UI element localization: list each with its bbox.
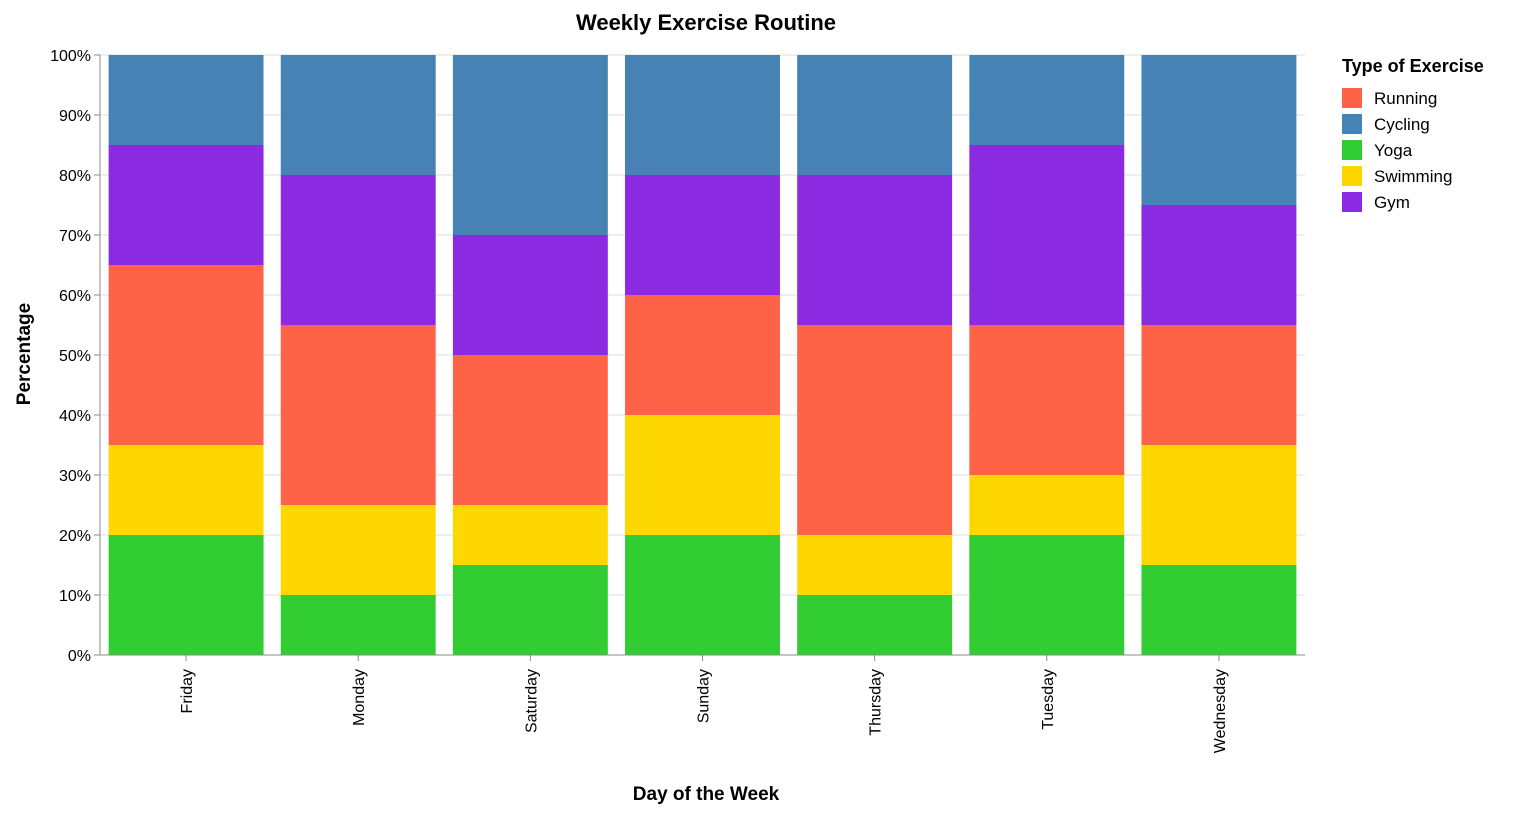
bar-wednesday-yoga: [1141, 565, 1297, 655]
y-tick-label: 10%: [59, 588, 91, 605]
x-tick-label: Tuesday: [1040, 669, 1057, 730]
bar-wednesday-running: [1141, 325, 1297, 445]
bar-tuesday-cycling: [969, 55, 1125, 145]
bar-tuesday-gym: [969, 145, 1125, 325]
bar-sunday-cycling: [625, 55, 780, 175]
legend-label-running: Running: [1374, 89, 1437, 108]
bar-monday-gym: [280, 175, 436, 325]
bar-thursday-running: [797, 325, 953, 535]
bar-saturday-cycling: [452, 55, 608, 235]
bar-friday-yoga: [108, 535, 264, 655]
legend-swatch-swimming: [1342, 166, 1362, 186]
x-tick-label: Wednesday: [1212, 669, 1229, 753]
legend-label-swimming: Swimming: [1374, 167, 1452, 186]
x-tick-label: Sunday: [696, 669, 713, 723]
legend-label-yoga: Yoga: [1374, 141, 1413, 160]
legend-swatch-running: [1342, 88, 1362, 108]
legend-label-cycling: Cycling: [1374, 115, 1430, 134]
legend-swatch-yoga: [1342, 140, 1362, 160]
y-tick-label: 70%: [59, 228, 91, 245]
bar-wednesday-gym: [1141, 205, 1297, 325]
bar-thursday-gym: [797, 175, 953, 325]
bar-sunday-gym: [625, 175, 780, 295]
bar-friday-swimming: [108, 445, 264, 535]
bar-friday-cycling: [108, 55, 264, 145]
y-tick-label: 0%: [68, 648, 91, 665]
bar-friday-running: [108, 265, 264, 445]
bar-sunday-yoga: [625, 535, 780, 655]
x-tick-label: Monday: [351, 669, 368, 726]
bar-monday-yoga: [280, 595, 436, 655]
y-tick-label: 100%: [50, 48, 91, 65]
y-tick-label: 50%: [59, 348, 91, 365]
bar-thursday-cycling: [797, 55, 953, 175]
legend-title: Type of Exercise: [1342, 56, 1484, 76]
y-tick-label: 40%: [59, 408, 91, 425]
y-tick-label: 20%: [59, 528, 91, 545]
bar-friday-gym: [108, 145, 264, 265]
bar-thursday-yoga: [797, 595, 953, 655]
legend-label-gym: Gym: [1374, 193, 1410, 212]
x-axis-title: Day of the Week: [633, 784, 780, 805]
bars: [108, 55, 1297, 655]
bar-saturday-swimming: [452, 505, 608, 565]
bar-tuesday-swimming: [969, 475, 1125, 535]
legend-swatch-gym: [1342, 192, 1362, 212]
y-tick-label: 60%: [59, 288, 91, 305]
x-axis: Friday Monday Saturday Sunday Thursday Tuesda…: [100, 654, 1305, 753]
bar-saturday-running: [452, 355, 608, 505]
bar-wednesday-cycling: [1141, 55, 1297, 205]
bar-wednesday-swimming: [1141, 445, 1297, 565]
y-axis: 0% 10% 20% 30% 40% 50% 60% 70% 80% 90% 100%: [50, 48, 101, 665]
legend-swatch-cycling: [1342, 114, 1362, 134]
bar-sunday-swimming: [625, 415, 780, 535]
chart-title: Weekly Exercise Routine: [576, 10, 836, 35]
x-tick-label: Saturday: [523, 669, 540, 733]
bar-saturday-gym: [452, 235, 608, 355]
bar-monday-cycling: [280, 55, 436, 175]
y-tick-label: 90%: [59, 108, 91, 125]
y-axis-title: Percentage: [14, 303, 35, 405]
legend: Type of Exercise Running Cycling Yoga Swimm…: [1342, 56, 1484, 212]
bar-tuesday-yoga: [969, 535, 1125, 655]
bar-saturday-yoga: [452, 565, 608, 655]
bar-sunday-running: [625, 295, 780, 415]
bar-tuesday-running: [969, 325, 1125, 475]
x-tick-label: Thursday: [868, 669, 885, 736]
y-tick-label: 30%: [59, 468, 91, 485]
bar-monday-swimming: [280, 505, 436, 595]
bar-monday-running: [280, 325, 436, 505]
y-tick-label: 80%: [59, 168, 91, 185]
x-tick-label: Friday: [179, 669, 196, 713]
bar-thursday-swimming: [797, 535, 953, 595]
